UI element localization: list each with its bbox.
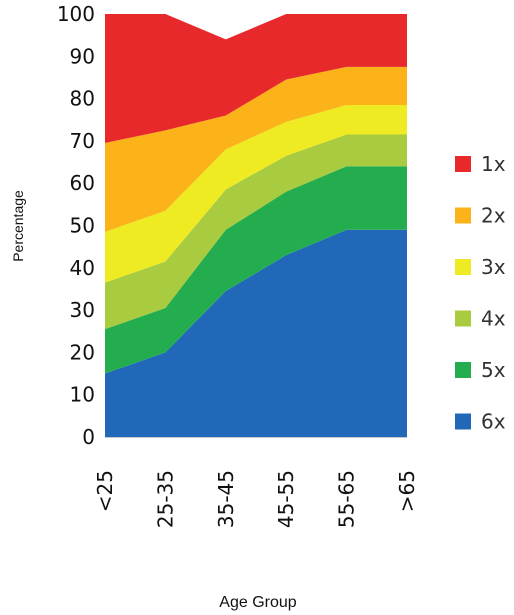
area-series-1x [105,14,407,144]
y-tick-label: 30 [70,298,95,322]
legend-label-5x: 5x [481,358,506,382]
area-series-3x [105,104,407,283]
y-tick-label: 100 [57,2,95,26]
x-tick-label: 55-65 [335,470,359,528]
legend-label-2x: 2x [481,204,506,228]
legend-swatch-3x [455,259,471,275]
y-tick-label: 10 [70,383,95,407]
y-tick-label: 70 [70,129,95,153]
legend-swatch-1x [455,156,471,172]
chart-areas [105,14,407,437]
y-tick-label: 90 [70,44,95,68]
legend-swatch-2x [455,207,471,224]
y-tick-label: 50 [70,214,95,238]
legend-swatch-5x [455,362,471,378]
y-tick-label: 20 [70,340,95,364]
y-tick-label: 80 [70,87,95,111]
y-tick-label: 0 [82,425,95,449]
y-axis-tick-labels: 0 10 20 30 40 50 60 70 80 90 100 [57,2,95,449]
x-tick-label: 35-45 [214,470,238,528]
area-series-5x [105,166,407,374]
legend-label-3x: 3x [481,255,506,279]
x-axis-title: Age Group [219,594,296,611]
x-axis-tick-labels: <25 25-35 35-45 45-55 55-65 >65 [93,470,419,528]
legend: 1x 2x 3x 4x 5x 6x [455,152,506,434]
legend-label-4x: 4x [481,307,506,331]
legend-swatch-6x [455,413,471,430]
area-series-6x [105,229,407,437]
legend-swatch-4x [455,310,471,327]
x-tick-label: 45-55 [274,470,298,528]
x-tick-label: 25-35 [153,470,177,528]
legend-label-1x: 1x [481,152,506,176]
area-series-2x [105,66,407,232]
area-series-4x [105,134,407,330]
y-tick-label: 60 [70,171,95,195]
legend-label-6x: 6x [481,410,506,434]
y-axis-title: Percentage [10,190,26,262]
x-tick-label: <25 [93,470,117,512]
y-tick-label: 40 [70,256,95,280]
x-tick-label: >65 [395,470,419,512]
